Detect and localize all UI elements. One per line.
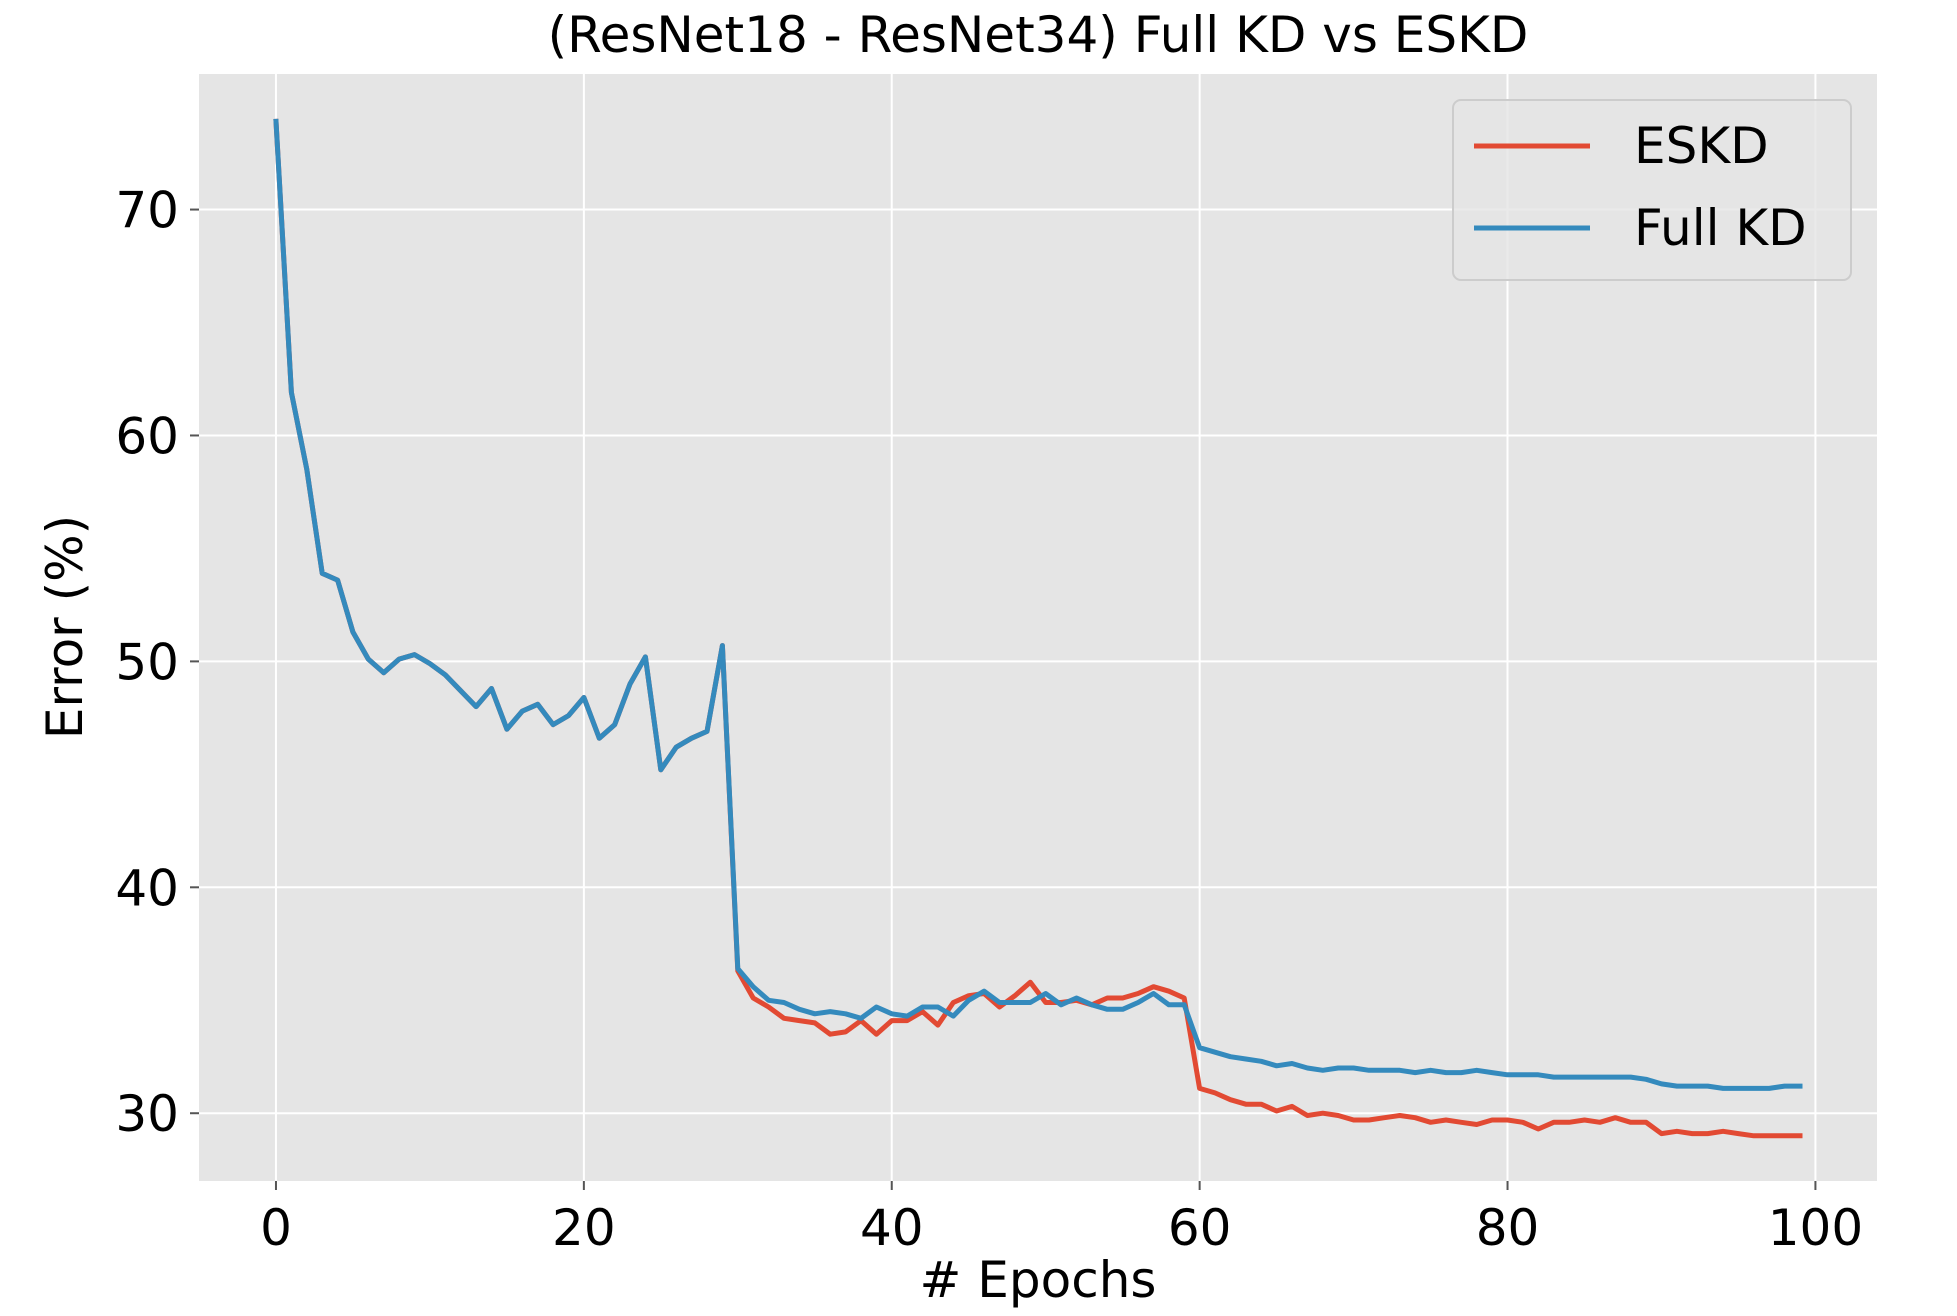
y-tick-label: 50	[115, 633, 179, 691]
x-axis-ticks: 0 20 40 60 80 100	[260, 1181, 1863, 1257]
legend-label-eskd: ESKD	[1634, 117, 1769, 175]
y-tick-label: 60	[115, 407, 179, 465]
x-tick-label: 20	[552, 1199, 616, 1257]
x-tick-label: 60	[1168, 1199, 1232, 1257]
x-tick-label: 100	[1768, 1199, 1863, 1257]
y-tick-label: 30	[115, 1085, 179, 1143]
legend: ESKD Full KD	[1452, 99, 1852, 281]
y-tick-label: 40	[115, 859, 179, 917]
x-tick-label: 40	[860, 1199, 924, 1257]
y-axis-title: Error (%)	[36, 515, 94, 739]
x-tick-label: 0	[260, 1199, 292, 1257]
x-tick-label: 80	[1476, 1199, 1540, 1257]
series-line-full-kd	[273, 118, 1803, 1091]
chart-title: (ResNet18 - ResNet34) Full KD vs ESKD	[548, 6, 1529, 64]
legend-label-full-kd: Full KD	[1634, 199, 1807, 257]
y-tick-label: 70	[115, 182, 179, 240]
y-axis-ticks: 30 40 50 60 70	[115, 182, 199, 1143]
x-axis-title: # Epochs	[920, 1251, 1157, 1309]
series-layer	[273, 118, 1803, 1139]
